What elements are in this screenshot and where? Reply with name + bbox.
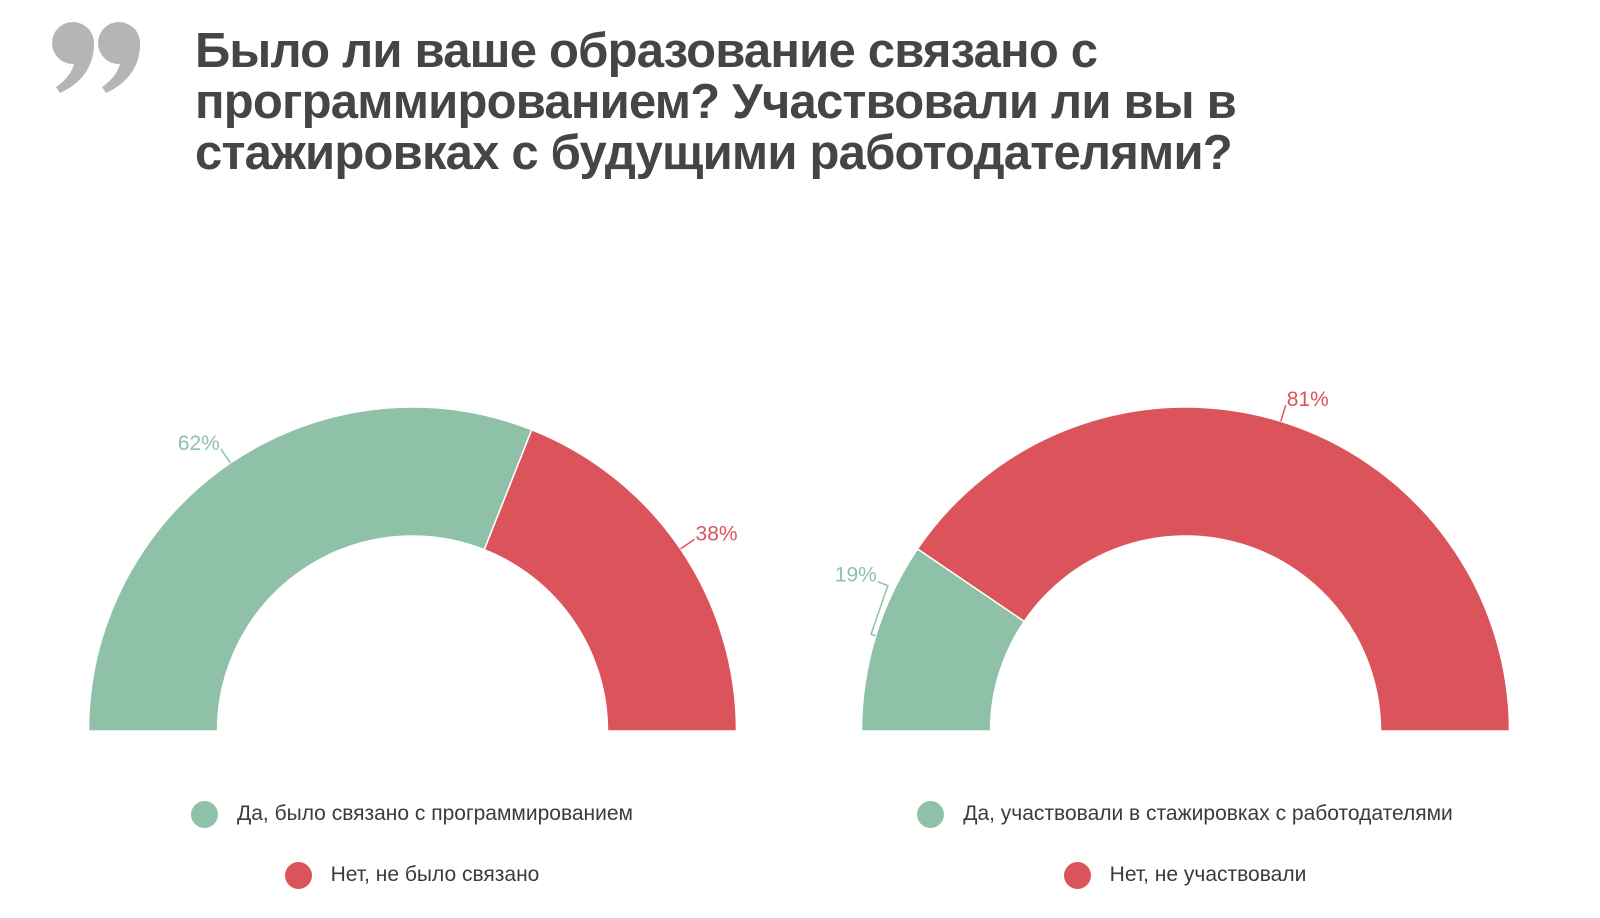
- legend-label: Да, было связано с программированием: [237, 802, 633, 825]
- legend-item-education-no[interactable]: Нет, не было связано: [12, 860, 812, 890]
- label-leader-line: [220, 448, 232, 464]
- label-leader-line: [680, 538, 695, 550]
- internship-half-donut-chart: 19% 81%: [835, 388, 1511, 732]
- slice-no[interactable]: [916, 406, 1511, 732]
- education-half-donut-chart: 62% 38%: [87, 406, 738, 732]
- legend-label: Нет, не участвовали: [1109, 863, 1307, 886]
- legend-dot-green-icon: [917, 800, 945, 828]
- legend-dot-red-icon: [1063, 861, 1091, 889]
- legend-dot-red-icon: [284, 861, 312, 889]
- slice-yes[interactable]: [87, 406, 533, 732]
- closing-double-quote-icon: [52, 22, 141, 93]
- title-line-2: программированием? Участвовали ли вы в: [195, 75, 1237, 129]
- legend-label: Нет, не было связано: [330, 863, 540, 886]
- legend-dot-green-icon: [191, 800, 218, 828]
- title-line-1: Было ли ваше образование связано с: [195, 24, 1098, 78]
- label-leader-line: [1280, 404, 1287, 422]
- legend-label: Да, участвовали в стажировках с работода…: [963, 802, 1453, 825]
- percentage-label: 81%: [1287, 388, 1329, 411]
- page-title: Было ли ваше образование связано с прогр…: [195, 24, 1237, 180]
- legend-item-internship-yes[interactable]: Да, участвовали в стажировках с работода…: [785, 799, 1585, 829]
- percentage-label: 19%: [835, 564, 877, 587]
- legend-item-internship-no[interactable]: Нет, не участвовали: [785, 860, 1585, 890]
- title-line-3: стажировках с будущими работодателями?: [195, 126, 1233, 180]
- legend-item-education-yes[interactable]: Да, было связано с программированием: [12, 799, 812, 829]
- percentage-label: 62%: [178, 432, 220, 455]
- percentage-label: 38%: [696, 522, 738, 545]
- slice-no[interactable]: [483, 428, 738, 732]
- label-leader-line: [870, 581, 889, 637]
